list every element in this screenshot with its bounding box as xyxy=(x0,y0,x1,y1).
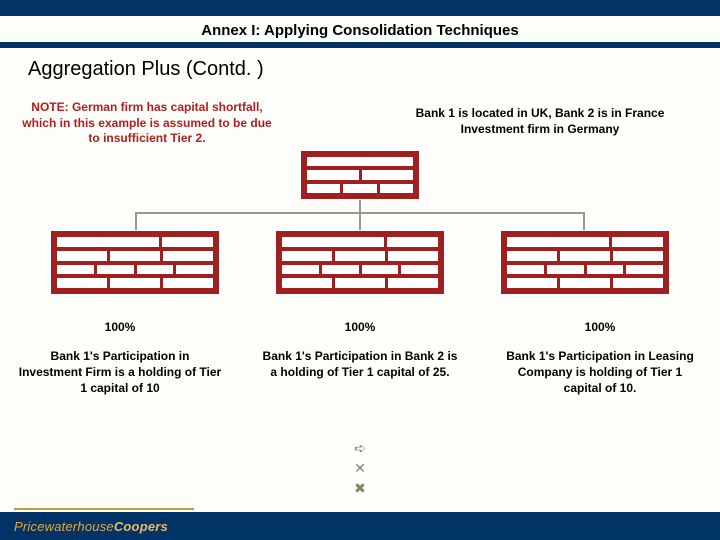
bank-location-note: Bank 1 is located in UK, Bank 2 is in Fr… xyxy=(400,106,680,137)
child-stripes xyxy=(282,237,438,288)
top-band xyxy=(0,0,720,16)
percent-label: 100% xyxy=(480,320,720,334)
child-description: Bank 1's Participation in Bank 2 is a ho… xyxy=(240,348,480,397)
page-subtitle: Aggregation Plus (Contd. ) xyxy=(28,58,264,81)
org-child-box xyxy=(500,230,670,295)
parent-stripes xyxy=(307,157,413,193)
footer-accent-line xyxy=(14,508,194,510)
close-icon[interactable]: ✕ xyxy=(354,460,366,477)
org-child-box xyxy=(275,230,445,295)
connector-line xyxy=(583,212,585,230)
logo-right: Coopers xyxy=(114,519,168,534)
child-description: Bank 1's Participation in Leasing Compan… xyxy=(480,348,720,397)
child-description: Bank 1's Participation in Investment Fir… xyxy=(0,348,240,397)
connector-line xyxy=(359,212,361,230)
bank-location-line1: Bank 1 is located in UK, Bank 2 is in Fr… xyxy=(416,106,665,120)
org-child-box xyxy=(50,230,220,295)
title-underline xyxy=(0,42,720,48)
connector-line xyxy=(359,200,361,212)
child-stripes xyxy=(57,237,213,288)
percent-row: 100% 100% 100% xyxy=(0,320,720,334)
description-row: Bank 1's Participation in Investment Fir… xyxy=(0,348,720,397)
child-stripes xyxy=(507,237,663,288)
percent-label: 100% xyxy=(0,320,240,334)
org-parent-box xyxy=(300,150,420,200)
arrow-icon[interactable]: ➪ xyxy=(354,440,366,457)
page-title: Annex I: Applying Consolidation Techniqu… xyxy=(0,22,720,39)
percent-label: 100% xyxy=(240,320,480,334)
brand-logo: PricewaterhouseCoopers xyxy=(14,519,168,534)
footer-band: PricewaterhouseCoopers xyxy=(0,512,720,540)
nav-icon-stack: ➪ ✕ ✖ xyxy=(0,440,720,497)
logo-left: Pricewaterhouse xyxy=(14,519,114,534)
note-text: NOTE: German firm has capital shortfall,… xyxy=(22,100,272,147)
bank-location-line2: Investment firm in Germany xyxy=(461,122,620,136)
star-icon[interactable]: ✖ xyxy=(354,480,366,497)
connector-line xyxy=(135,212,137,230)
